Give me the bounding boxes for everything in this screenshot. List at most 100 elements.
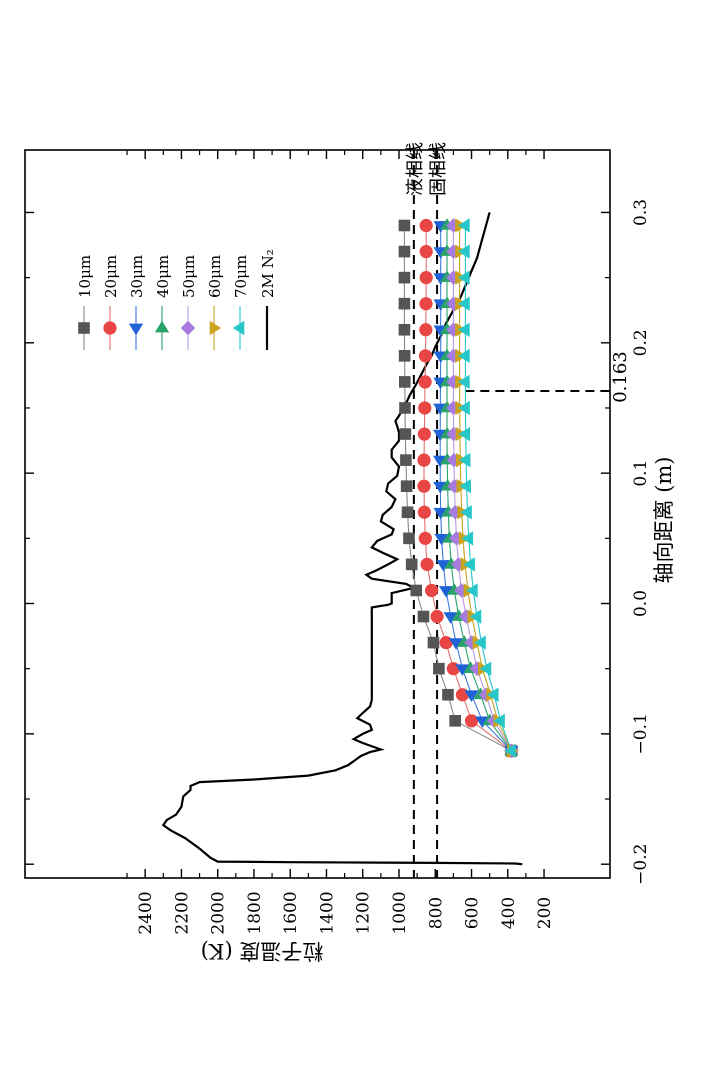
y-tick-label: 1000 [390,891,410,934]
data-point [458,322,470,337]
data-point [418,349,433,363]
data-point [434,534,449,546]
data-point [449,715,462,727]
data-point [405,558,418,571]
data-point [417,479,431,493]
data-point [455,664,470,676]
data-point [458,374,470,390]
data-point [458,426,471,442]
legend-label: 10μm [76,255,94,298]
legend-marker [209,320,222,336]
legend-label: 70μm [232,255,250,298]
y-tick-label: 200 [535,897,555,929]
data-point [475,716,490,729]
legend-marker [232,320,245,336]
data-point [463,557,475,572]
legend-entry: 70μm [232,255,250,350]
legend-marker [78,322,90,334]
series-line-n2 [161,212,523,866]
data-point [469,609,482,624]
x-tick-label: 0.3 [631,199,651,226]
data-point [448,638,464,650]
data-point [418,401,432,415]
data-point [398,323,411,336]
data-point [493,713,505,729]
data-point [469,661,485,676]
y-tick-label: 1200 [354,891,374,934]
data-point [458,218,470,233]
data-point [419,271,433,285]
data-point [464,714,479,728]
data-point [433,662,445,675]
data-point [430,609,444,624]
data-point [398,350,411,362]
legend-marker [103,321,117,335]
data-point [449,531,464,546]
legend: 10μm 20μm 30μm 40μm 50μm 60μm 70μm 2M N₂ [76,249,277,350]
data-point [466,583,478,598]
data-point [417,505,431,519]
data-point [443,612,458,624]
data-point [419,218,433,233]
legend-marker [154,320,170,333]
legend-label: 60μm [206,255,224,298]
legend-label: 20μm [102,255,120,298]
data-point [417,453,431,467]
reference-lines: 液相线 固相线 0.163 [405,142,631,878]
data-point [460,505,472,520]
legend-entry: 50μm [180,255,198,350]
data-point [398,297,411,310]
legend-label: 2M N₂ [259,249,277,298]
data-point [398,271,411,284]
data-point [442,688,454,701]
x-tick-label: 0.1 [631,460,651,487]
data-point [417,610,430,623]
y-tick-label: 1800 [245,891,265,934]
y-tick-label: 800 [426,897,446,929]
data-point [458,348,470,364]
data-point [419,244,433,259]
data-point [438,586,454,598]
data-point [433,481,448,494]
annotation-label: 0.163 [610,351,631,403]
data-point [464,690,479,702]
legend-label: 50μm [180,255,198,298]
x-tick-label: 0.0 [631,590,651,617]
plot-frame [24,149,611,879]
data-point [436,560,451,572]
data-point [504,743,516,758]
reference-line-label: 固相线 [428,142,449,196]
x-tick-label: −0.2 [631,844,651,885]
data-point [401,506,414,519]
y-tick-label: 600 [463,897,483,929]
data-point [458,296,470,311]
data-point [474,635,486,650]
y-axis-title: 粒子温度 (K) [201,939,324,963]
data-point [419,323,433,337]
x-tick-label: −0.1 [631,713,651,754]
data-point [439,636,453,650]
data-point [479,661,492,676]
data-point [427,636,440,649]
reference-line-label: 液相线 [405,142,426,196]
data-point [399,402,411,414]
legend-label: 30μm [128,255,146,298]
legend-entry: 10μm [76,255,94,350]
y-tick-label: 400 [499,897,519,929]
series-6 [458,218,516,758]
data-point [419,297,433,311]
data-point [418,531,432,545]
data-point [418,375,432,389]
data-point [399,376,411,388]
data-point [398,245,411,258]
legend-label: 40μm [154,255,172,298]
series-layer [161,212,523,866]
data-point [417,427,431,441]
y-tick-label: 1600 [281,891,301,934]
data-point [458,400,470,416]
legend-entry: 20μm [102,255,120,350]
data-point [400,480,413,492]
data-point [458,452,471,468]
data-point [410,584,423,597]
